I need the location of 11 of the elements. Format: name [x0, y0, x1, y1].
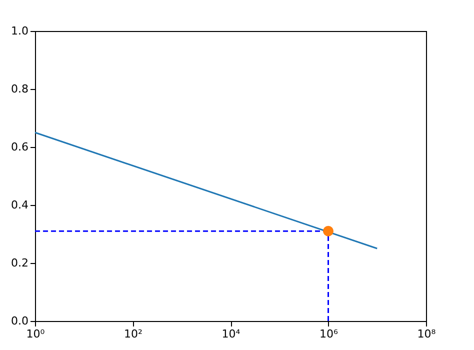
x-tick-label: 10²: [124, 328, 142, 340]
y-tick-label: 0.4: [11, 198, 28, 212]
y-tick-label: 1.0: [11, 24, 28, 38]
y-tick-label: 0.0: [11, 314, 28, 328]
y-tick-label: 0.2: [11, 256, 28, 270]
y-tick-label: 0.6: [11, 140, 28, 154]
x-tick-label: 10⁴: [222, 328, 241, 340]
x-tick-label: 10⁸: [417, 328, 436, 340]
x-tick-label: 10⁶: [320, 328, 339, 340]
x-tick-label: 10⁰: [26, 328, 46, 340]
y-tick-label: 0.8: [11, 82, 28, 96]
